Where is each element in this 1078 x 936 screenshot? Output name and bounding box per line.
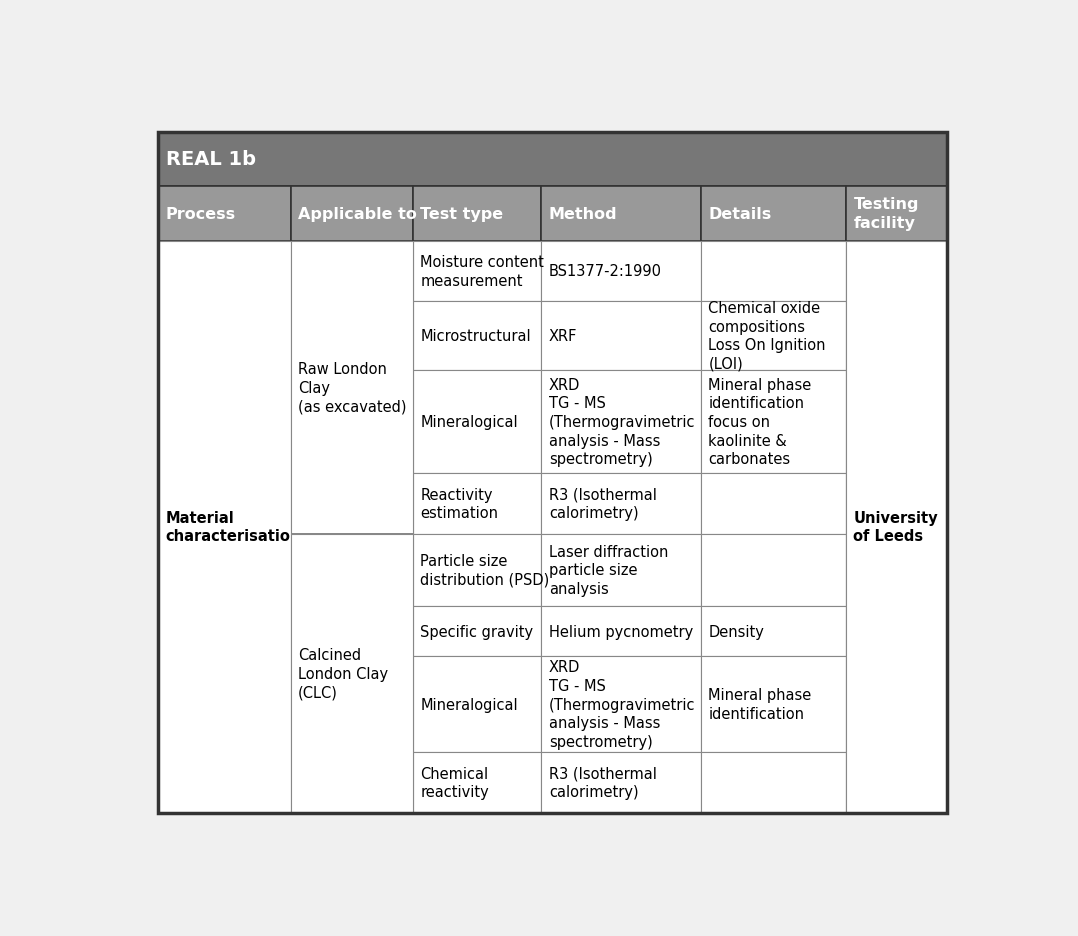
Text: R3 (Isothermal
calorimetry): R3 (Isothermal calorimetry): [549, 766, 657, 799]
Bar: [413, 656, 541, 753]
Bar: [291, 753, 413, 812]
Text: Moisture content
measurement: Moisture content measurement: [420, 255, 544, 288]
Text: Mineralogical: Mineralogical: [420, 415, 519, 430]
Bar: [846, 607, 946, 656]
Bar: [541, 656, 701, 753]
Text: Test type: Test type: [420, 207, 503, 222]
Bar: [291, 607, 413, 656]
Bar: [158, 301, 291, 371]
Bar: [291, 301, 413, 371]
Bar: [541, 753, 701, 812]
Text: BS1377-2:1990: BS1377-2:1990: [549, 264, 662, 279]
Text: XRD
TG - MS
(Thermogravimetric
analysis - Mass
spectrometry): XRD TG - MS (Thermogravimetric analysis …: [549, 660, 695, 749]
Text: Chemical
reactivity: Chemical reactivity: [420, 766, 489, 799]
Text: Mineralogical: Mineralogical: [420, 697, 519, 712]
Text: Reactivity
estimation: Reactivity estimation: [420, 487, 498, 520]
Text: Testing
facility: Testing facility: [854, 197, 918, 230]
Bar: [413, 241, 541, 301]
Bar: [291, 534, 413, 812]
Text: REAL 1b: REAL 1b: [166, 150, 255, 169]
Bar: [158, 474, 291, 534]
Text: Method: Method: [549, 207, 618, 222]
Bar: [158, 186, 291, 241]
Bar: [701, 656, 846, 753]
Bar: [413, 301, 541, 371]
Text: Details: Details: [708, 207, 772, 222]
Bar: [701, 534, 846, 607]
Bar: [846, 474, 946, 534]
Bar: [158, 607, 291, 656]
Text: Applicable to: Applicable to: [299, 207, 417, 222]
Bar: [413, 607, 541, 656]
Bar: [846, 371, 946, 474]
Text: Calcined
London Clay
(CLC): Calcined London Clay (CLC): [299, 648, 388, 699]
Bar: [291, 241, 413, 534]
Text: University
of Leeds: University of Leeds: [854, 510, 938, 544]
Bar: [158, 133, 946, 186]
Bar: [158, 241, 291, 812]
Bar: [291, 534, 413, 607]
Text: R3 (Isothermal
calorimetry): R3 (Isothermal calorimetry): [549, 487, 657, 520]
Bar: [291, 371, 413, 474]
Text: Density: Density: [708, 624, 764, 639]
Text: Laser diffraction
particle size
analysis: Laser diffraction particle size analysis: [549, 544, 668, 596]
Text: Material
characterisation: Material characterisation: [166, 510, 301, 544]
Bar: [541, 534, 701, 607]
Text: Specific gravity: Specific gravity: [420, 624, 534, 639]
Text: Particle size
distribution (PSD): Particle size distribution (PSD): [420, 553, 550, 587]
Bar: [158, 753, 291, 812]
Bar: [413, 371, 541, 474]
Bar: [541, 371, 701, 474]
Bar: [846, 241, 946, 301]
Bar: [291, 656, 413, 753]
Text: Microstructural: Microstructural: [420, 329, 531, 344]
Text: Process: Process: [166, 207, 236, 222]
Text: Raw London
Clay
(as excavated): Raw London Clay (as excavated): [299, 361, 406, 414]
Bar: [846, 301, 946, 371]
Text: XRF: XRF: [549, 329, 578, 344]
Bar: [846, 241, 946, 812]
Text: Mineral phase
identification: Mineral phase identification: [708, 688, 812, 721]
Bar: [541, 241, 701, 301]
Bar: [291, 241, 413, 301]
Bar: [846, 753, 946, 812]
Bar: [541, 474, 701, 534]
Bar: [541, 186, 701, 241]
Text: XRD
TG - MS
(Thermogravimetric
analysis - Mass
spectrometry): XRD TG - MS (Thermogravimetric analysis …: [549, 377, 695, 467]
Bar: [541, 607, 701, 656]
Bar: [846, 656, 946, 753]
Bar: [701, 241, 846, 301]
Text: Helium pycnometry: Helium pycnometry: [549, 624, 693, 639]
Bar: [701, 186, 846, 241]
Bar: [541, 301, 701, 371]
Bar: [701, 753, 846, 812]
Text: Mineral phase
identification
focus on
kaolinite &
carbonates: Mineral phase identification focus on ka…: [708, 377, 812, 467]
Bar: [291, 186, 413, 241]
Bar: [158, 241, 291, 301]
Bar: [158, 371, 291, 474]
Text: Chemical oxide
compositions
Loss On Ignition
(LOI): Chemical oxide compositions Loss On Igni…: [708, 300, 826, 372]
Bar: [413, 474, 541, 534]
Bar: [701, 301, 846, 371]
Bar: [158, 656, 291, 753]
Bar: [701, 474, 846, 534]
Bar: [846, 534, 946, 607]
Bar: [291, 474, 413, 534]
Bar: [413, 186, 541, 241]
Bar: [846, 186, 946, 241]
Bar: [701, 371, 846, 474]
Bar: [158, 534, 291, 607]
Bar: [413, 534, 541, 607]
Bar: [701, 607, 846, 656]
Bar: [413, 753, 541, 812]
